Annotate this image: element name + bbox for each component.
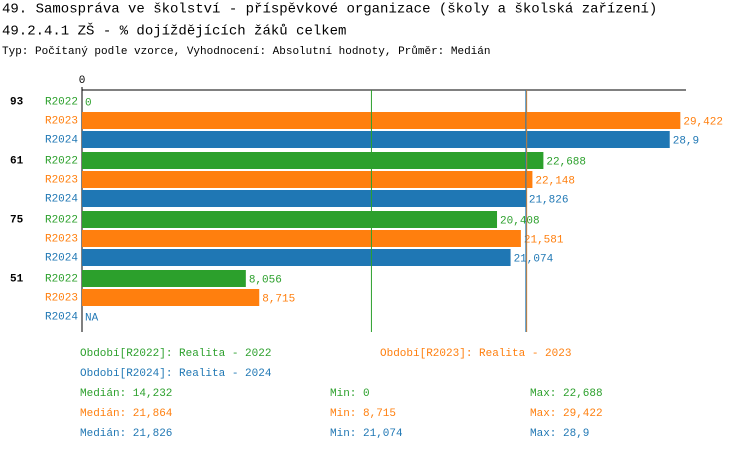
stat-label: Min: [330,408,356,420]
x-tick-label: 0 [79,75,86,87]
series-label: R2024 [45,311,78,323]
bar [82,190,526,207]
stat-value: 21,826 [133,428,173,440]
bar [82,249,511,266]
value-label: 21,581 [524,234,564,246]
bar [82,131,670,148]
bar [82,230,521,247]
stat-label: Medián: [80,428,126,440]
series-label: R2022 [45,155,78,167]
bar [82,211,498,228]
stat-value: 21,074 [363,428,403,440]
stat-value: 0 [363,388,370,400]
value-label: 8,715 [262,293,295,305]
series-label: R2023 [45,174,78,186]
value-label: 21,826 [529,194,569,206]
stat-label: Max: [530,428,556,440]
stat-label: Max: [530,388,556,400]
stat-label: Max: [530,408,556,420]
value-label: NA [85,312,99,324]
stat-value: 29,422 [563,408,603,420]
stat-label: Min: [330,388,356,400]
series-label: R2023 [45,233,78,245]
chart-note: Typ: Počítaný podle vzorce, Vyhodnocení:… [2,45,490,58]
stat-label: Medián: [80,408,126,420]
series-label: R2022 [45,214,78,226]
value-label: 22,688 [546,156,586,168]
value-label: 29,422 [683,116,723,128]
group-label: 51 [10,273,24,285]
stat-value: 21,864 [133,408,173,420]
stat-value: 8,715 [363,408,396,420]
bar [82,152,544,169]
value-label: 8,056 [249,274,282,286]
series-label: R2024 [45,252,78,264]
group-label: 75 [10,214,24,226]
value-label: 28,9 [673,135,699,147]
series-label: R2024 [45,193,78,205]
series-label: R2022 [45,96,78,108]
group-label: 61 [10,155,24,167]
value-label: 20,408 [500,215,540,227]
series-label: R2023 [45,115,78,127]
chart-title: 49. Samospráva ve školství - příspěvkové… [2,2,657,18]
group-label: 93 [10,96,24,108]
legend-entry: Období[R2022]: Realita - 2022 [80,348,271,360]
series-label: R2023 [45,292,78,304]
stat-value: 14,232 [133,388,173,400]
stat-label: Min: [330,428,356,440]
chart-subtitle: 49.2.4.1 ZŠ - % dojíždějících žáků celke… [2,22,346,40]
bar [82,289,260,306]
series-label: R2024 [45,134,78,146]
bar [82,270,246,287]
value-label: 21,074 [514,253,554,265]
bar [82,171,533,188]
stat-value: 22,688 [563,388,603,400]
series-label: R2022 [45,273,78,285]
stat-label: Medián: [80,388,126,400]
stat-value: 28,9 [563,428,589,440]
legend-entry: Období[R2023]: Realita - 2023 [380,348,571,360]
bar [82,112,681,129]
value-label: 22,148 [535,175,575,187]
value-label: 0 [85,97,92,109]
legend-entry: Období[R2024]: Realita - 2024 [80,368,272,380]
